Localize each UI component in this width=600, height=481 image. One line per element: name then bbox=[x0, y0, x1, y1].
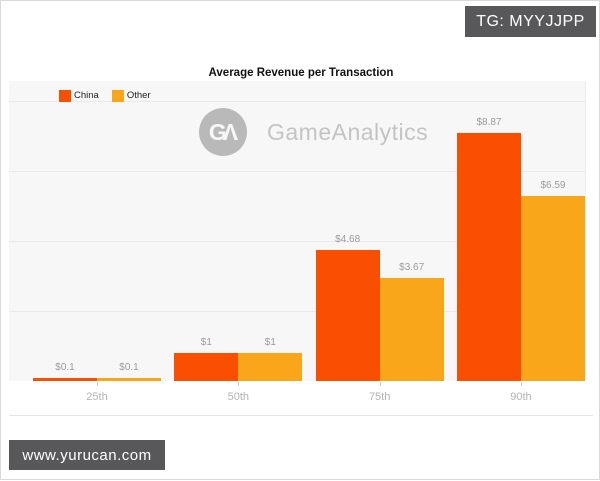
x-axis-tick bbox=[97, 382, 98, 386]
bar-value-label-25th-other: $0.1 bbox=[119, 362, 139, 373]
bar-value-label-50th-china: $1 bbox=[200, 337, 212, 348]
x-axis-label-90th: 90th bbox=[510, 391, 532, 403]
gridline bbox=[9, 311, 585, 312]
bar-25th-other bbox=[97, 378, 161, 381]
gridline bbox=[9, 241, 585, 242]
bar-value-label-75th-china: $4.68 bbox=[335, 233, 361, 245]
legend-swatch-china bbox=[59, 89, 71, 102]
bar-75th-other bbox=[379, 278, 444, 381]
gridline bbox=[9, 101, 585, 102]
bar-value-label-25th-china: $0.1 bbox=[55, 362, 75, 373]
x-axis-tick bbox=[520, 382, 522, 386]
gameanalytics-logo-icon: GΛ bbox=[199, 108, 247, 156]
chart-legend: China Other bbox=[59, 89, 161, 102]
x-axis-label-50th: 50th bbox=[227, 391, 250, 403]
bar-50th-other bbox=[238, 353, 303, 381]
x-axis-label-75th: 75th bbox=[368, 391, 391, 403]
bar-90th-other bbox=[520, 196, 585, 381]
bar-50th-china bbox=[174, 353, 239, 381]
telegram-watermark-badge: TG: MYYJJPP bbox=[465, 6, 596, 37]
bar-value-label-75th-other: $3.67 bbox=[399, 262, 425, 274]
bar-75th-china bbox=[315, 249, 380, 381]
legend-swatch-other bbox=[111, 89, 124, 102]
x-axis-label-25th: 25th bbox=[86, 391, 108, 403]
bar-value-label-90th-china: $8.87 bbox=[476, 116, 502, 128]
gridline bbox=[9, 171, 585, 172]
legend-label-other: Other bbox=[126, 90, 151, 101]
bar-value-label-90th-other: $6.59 bbox=[540, 180, 566, 192]
chart-bottom-border bbox=[9, 415, 593, 416]
gameanalytics-watermark: GΛ GameAnalytics bbox=[199, 108, 428, 156]
bar-value-label-50th-other: $1 bbox=[264, 337, 276, 348]
bar-90th-china bbox=[456, 132, 521, 381]
legend-label-china: China bbox=[74, 90, 99, 101]
website-watermark-badge: www.yurucan.com bbox=[9, 440, 165, 470]
gameanalytics-wordmark: GameAnalytics bbox=[267, 118, 429, 145]
bar-25th-china bbox=[33, 378, 97, 381]
chart-title: Average Revenue per Transaction bbox=[208, 67, 394, 79]
x-axis-tick bbox=[238, 382, 240, 386]
x-axis-tick bbox=[379, 382, 381, 386]
